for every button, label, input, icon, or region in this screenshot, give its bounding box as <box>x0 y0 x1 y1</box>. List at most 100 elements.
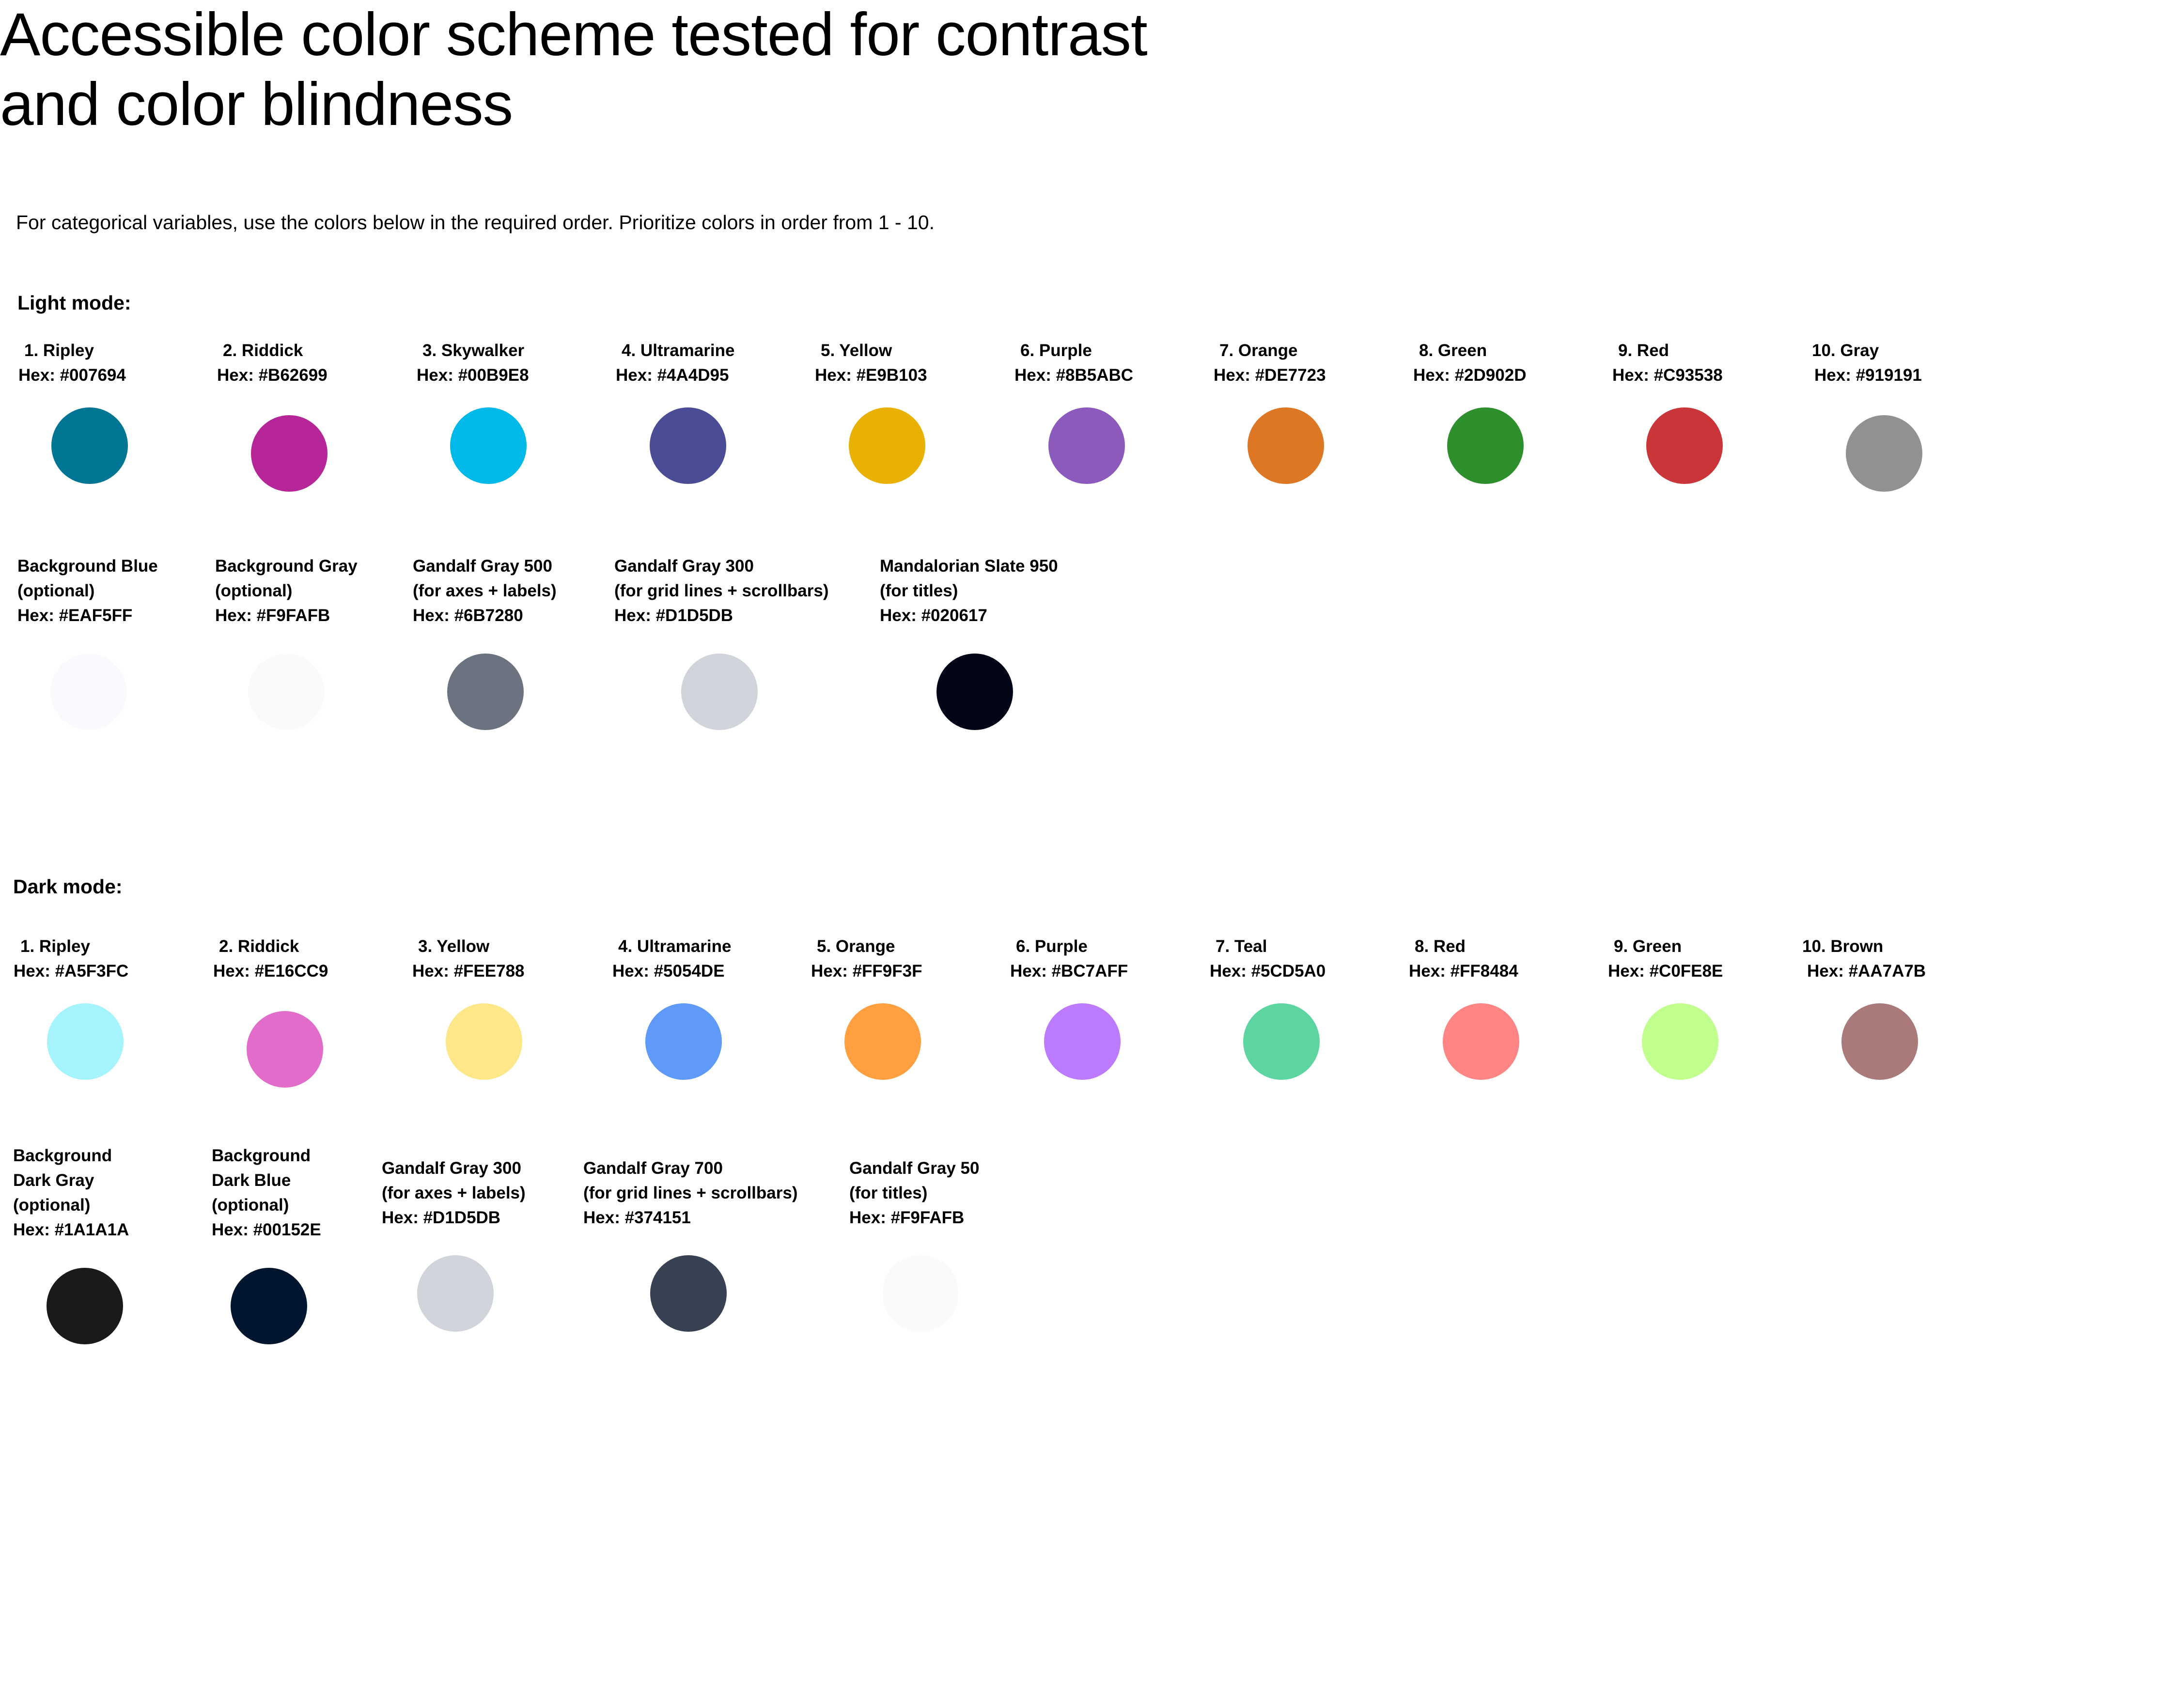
light-utility-circle-mandalorian-slate-950 <box>936 654 1013 730</box>
light-swatch-hex-yellow: Hex: #E9B103 <box>815 366 927 385</box>
dark-utility-label-line: Dark Gray <box>13 1171 94 1190</box>
dark-swatch-name-green: 9. Green <box>1614 937 1682 956</box>
dark-utility-circle-gandalf-gray-50 <box>882 1255 959 1332</box>
dark-utility-label-line: Hex: #00152E <box>212 1220 321 1239</box>
light-swatch-hex-ultramarine: Hex: #4A4D95 <box>616 366 729 385</box>
dark-swatch-name-ultramarine: 4. Ultramarine <box>618 937 732 956</box>
dark-swatch-circle-brown <box>1841 1003 1918 1080</box>
light-utility-label-background-blue: Background Blue (optional) Hex: #EAF5FF <box>17 554 158 628</box>
light-utility-label-line: (for axes + labels) <box>413 581 557 600</box>
light-utility-label-line: Gandalf Gray 500 <box>413 557 552 576</box>
light-utility-label-mandalorian-slate-950: Mandalorian Slate 950 (for titles) Hex: #0… <box>880 554 1058 628</box>
light-swatch-name-skywalker: 3. Skywalker <box>422 341 525 360</box>
dark-swatch-hex-green: Hex: #C0FE8E <box>1608 962 1723 981</box>
light-swatch-circle-ripley <box>51 407 128 484</box>
light-utility-circle-background-blue <box>50 654 127 730</box>
light-utility-label-line: (optional) <box>17 581 95 600</box>
intro-text: For categorical variables, use the color… <box>16 211 935 234</box>
dark-swatch-circle-purple <box>1044 1003 1121 1080</box>
dark-swatch-hex-brown: Hex: #AA7A7B <box>1807 962 1926 981</box>
light-swatch-circle-green <box>1447 407 1524 484</box>
dark-swatch-circle-orange <box>844 1003 921 1080</box>
dark-utility-label-line: (for axes + labels) <box>382 1184 526 1202</box>
light-swatch-name-ripley: 1. Ripley <box>24 341 94 360</box>
dark-utility-circle-background-dark-gray <box>47 1268 123 1344</box>
light-utility-circle-gandalf-gray-500 <box>447 654 524 730</box>
light-utility-label-line: (for grid lines + scrollbars) <box>614 581 829 600</box>
dark-utility-label-line: (for titles) <box>849 1184 928 1202</box>
light-utility-label-line: Mandalorian Slate 950 <box>880 557 1058 576</box>
light-utility-label-line: Hex: #6B7280 <box>413 606 523 625</box>
dark-utility-circle-background-dark-blue <box>231 1268 307 1344</box>
dark-swatch-circle-riddick <box>247 1011 323 1088</box>
dark-swatch-name-brown: 10. Brown <box>1802 937 1884 956</box>
dark-swatch-hex-red: Hex: #FF8484 <box>1409 962 1518 981</box>
light-utility-label-line: Hex: #D1D5DB <box>614 606 733 625</box>
light-swatch-name-purple: 6. Purple <box>1020 341 1092 360</box>
dark-utility-label-line: Dark Blue <box>212 1171 291 1190</box>
dark-utility-label-background-dark-gray: Background Dark Gray (optional) Hex: #1A1A1… <box>13 1143 129 1242</box>
light-swatch-hex-orange: Hex: #DE7723 <box>1214 366 1326 385</box>
dark-utility-label-line: Gandalf Gray 50 <box>849 1159 980 1178</box>
light-utility-label-background-gray: Background Gray (optional) Hex: #F9FAFB <box>215 554 358 628</box>
light-utility-circle-background-gray <box>248 654 325 730</box>
dark-utility-circle-gandalf-gray-300 <box>417 1255 494 1332</box>
light-utility-label-line: Gandalf Gray 300 <box>614 557 754 576</box>
light-utility-label-line: (for titles) <box>880 581 958 600</box>
dark-swatch-hex-purple: Hex: #BC7AFF <box>1010 962 1128 981</box>
light-swatch-circle-skywalker <box>450 407 527 484</box>
dark-utility-label-line: Hex: #1A1A1A <box>13 1220 129 1239</box>
dark-utility-label-line: (optional) <box>13 1196 91 1215</box>
light-mode-heading: Light mode: <box>17 292 131 314</box>
light-swatch-circle-riddick <box>251 415 328 492</box>
light-swatch-name-riddick: 2. Riddick <box>223 341 303 360</box>
dark-utility-label-line: (for grid lines + scrollbars) <box>583 1184 798 1202</box>
light-utility-label-gandalf-gray-500: Gandalf Gray 500 (for axes + labels) Hex: … <box>413 554 557 628</box>
light-swatch-name-green: 8. Green <box>1419 341 1487 360</box>
light-utility-label-line: Background Gray <box>215 557 358 576</box>
dark-utility-circle-gandalf-gray-700 <box>650 1255 727 1332</box>
light-utility-label-line: Hex: #F9FAFB <box>215 606 330 625</box>
dark-utility-label-gandalf-gray-700: Gandalf Gray 700 (for grid lines + scroll… <box>583 1156 797 1230</box>
light-swatch-name-yellow: 5. Yellow <box>821 341 892 360</box>
light-swatch-circle-ultramarine <box>650 407 726 484</box>
dark-utility-label-line: Gandalf Gray 700 <box>583 1159 723 1178</box>
dark-swatch-circle-yellow <box>446 1003 522 1080</box>
dark-utility-label-line: Gandalf Gray 300 <box>382 1159 521 1178</box>
dark-utility-label-gandalf-gray-50: Gandalf Gray 50 (for titles) Hex: #F9FAFB <box>849 1156 979 1230</box>
dark-swatch-name-red: 8. Red <box>1415 937 1466 956</box>
dark-swatch-circle-teal <box>1243 1003 1320 1080</box>
light-swatch-name-ultramarine: 4. Ultramarine <box>622 341 735 360</box>
dark-swatch-name-ripley: 1. Ripley <box>20 937 90 956</box>
light-swatch-hex-purple: Hex: #8B5ABC <box>1014 366 1134 385</box>
dark-utility-label-line: Background <box>212 1146 311 1165</box>
dark-utility-label-line: Hex: #374151 <box>583 1208 691 1227</box>
dark-swatch-name-purple: 6. Purple <box>1016 937 1088 956</box>
dark-swatch-circle-green <box>1642 1003 1718 1080</box>
dark-utility-label-line: (optional) <box>212 1196 289 1215</box>
light-swatch-name-red: 9. Red <box>1618 341 1669 360</box>
light-swatch-circle-orange <box>1248 407 1324 484</box>
dark-swatch-hex-orange: Hex: #FF9F3F <box>811 962 922 981</box>
light-swatch-hex-red: Hex: #C93538 <box>1612 366 1723 385</box>
dark-swatch-hex-ripley: Hex: #A5F3FC <box>14 962 129 981</box>
dark-swatch-name-orange: 5. Orange <box>817 937 895 956</box>
dark-swatch-hex-ultramarine: Hex: #5054DE <box>612 962 725 981</box>
light-swatch-circle-gray <box>1846 415 1922 492</box>
light-swatch-hex-skywalker: Hex: #00B9E8 <box>417 366 529 385</box>
light-utility-label-line: Hex: #EAF5FF <box>17 606 133 625</box>
page-title: Accessible color scheme tested for contr… <box>0 1 1148 138</box>
light-utility-label-line: (optional) <box>215 581 293 600</box>
dark-swatch-circle-ripley <box>47 1003 124 1080</box>
dark-swatch-hex-riddick: Hex: #E16CC9 <box>213 962 328 981</box>
light-swatch-name-gray: 10. Gray <box>1812 341 1879 360</box>
light-swatch-hex-ripley: Hex: #007694 <box>18 366 126 385</box>
light-swatch-name-orange: 7. Orange <box>1219 341 1298 360</box>
dark-swatch-name-riddick: 2. Riddick <box>219 937 299 956</box>
light-utility-label-line: Background Blue <box>17 557 158 576</box>
light-swatch-circle-purple <box>1048 407 1125 484</box>
dark-utility-label-line: Background <box>13 1146 112 1165</box>
dark-utility-label-line: Hex: #F9FAFB <box>849 1208 965 1227</box>
light-utility-label-gandalf-gray-300: Gandalf Gray 300 (for grid lines + scroll… <box>614 554 828 628</box>
dark-swatch-name-teal: 7. Teal <box>1216 937 1267 956</box>
